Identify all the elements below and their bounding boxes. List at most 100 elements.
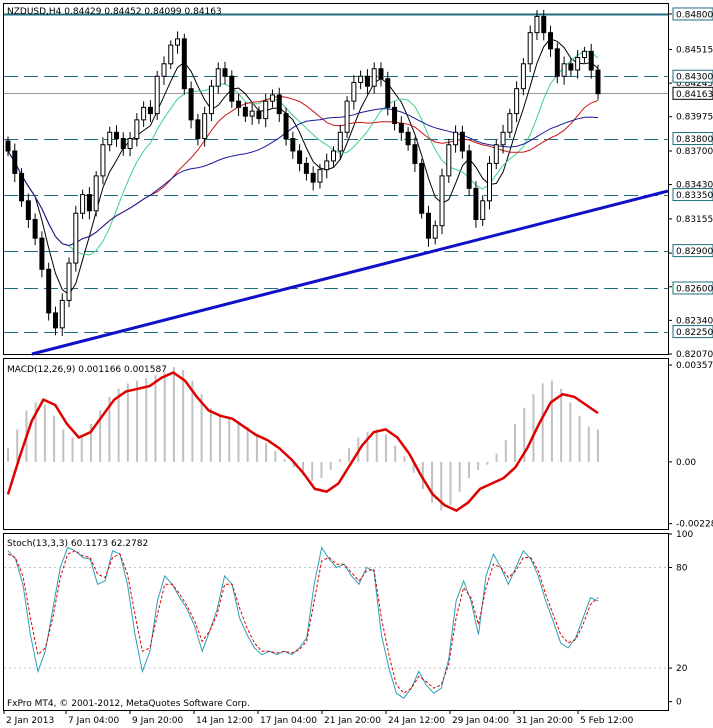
candle <box>256 106 262 125</box>
macd-signal-group <box>6 371 599 513</box>
price-tick-label: 0.84245 <box>676 79 713 89</box>
moving-average-line <box>7 108 599 247</box>
candle <box>453 125 459 153</box>
candle <box>595 64 601 100</box>
trend-line-group <box>31 189 669 356</box>
price-tick-label: 0.83975 <box>676 113 713 123</box>
candle <box>195 113 201 146</box>
stoch-tick-label: 0 <box>676 698 682 708</box>
candle <box>215 62 221 94</box>
candle <box>80 189 86 220</box>
candle <box>107 126 113 152</box>
stoch-main-line <box>7 546 599 699</box>
time-tick-label: 29 Jan 04:00 <box>452 716 509 726</box>
candle <box>344 96 350 139</box>
time-tick-label: 21 Jan 20:00 <box>324 716 381 726</box>
candle <box>154 70 160 120</box>
candle <box>514 81 520 123</box>
candle <box>114 125 120 147</box>
level-price-box: 0.84800 <box>672 7 713 21</box>
candle <box>290 131 296 159</box>
level-price-box: 0.83800 <box>672 132 713 146</box>
candle <box>147 100 153 123</box>
candle <box>425 205 431 247</box>
candle <box>351 75 357 110</box>
candle <box>208 79 214 122</box>
candle <box>127 131 133 157</box>
candle <box>100 137 106 185</box>
stoch-tick-label: 20 <box>676 664 688 674</box>
candle <box>297 144 303 172</box>
candle <box>385 71 391 116</box>
candle <box>141 101 147 127</box>
candle <box>486 156 492 210</box>
candle <box>310 166 316 191</box>
candle <box>249 103 255 125</box>
time-tick-label: 7 Jan 04:00 <box>68 716 120 726</box>
candle <box>120 132 126 156</box>
candle <box>541 9 547 41</box>
candle <box>568 58 574 77</box>
level-price-box: 0.82900 <box>672 244 713 258</box>
candle <box>66 257 72 308</box>
candle <box>561 56 567 85</box>
level-price-label: 0.83800 <box>676 135 713 145</box>
level-price-box: 0.82250 <box>672 325 713 339</box>
macd-signal-line <box>6 371 599 513</box>
candle <box>93 171 99 217</box>
current-price-box: 0.84163 <box>672 86 713 100</box>
candle <box>5 136 11 157</box>
candle <box>229 70 235 108</box>
candle <box>19 168 25 207</box>
price-axis: 0.84515 0.84245 0.83975 0.83700 0.83430 0.831… <box>668 7 713 360</box>
stoch-axis: 100 80 20 0 <box>668 530 693 708</box>
candle <box>32 213 38 246</box>
candle <box>202 106 208 147</box>
price-tick-label: 0.83155 <box>676 215 713 225</box>
candle <box>575 50 581 79</box>
candle <box>358 70 364 90</box>
level-price-box: 0.82600 <box>672 281 713 295</box>
macd-tick-label: 0.003577 <box>676 361 713 371</box>
candle <box>222 61 228 85</box>
macd-label: MACD(12,26,9) 0.001166 0.001587 <box>7 365 167 375</box>
price-panel-frame <box>3 3 669 355</box>
copyright-text: FxPro MT4, © 2001-2012, MetaQuotes Softw… <box>7 699 250 709</box>
candle <box>493 139 499 170</box>
price-tick-label: 0.83700 <box>676 147 713 157</box>
candle <box>520 58 526 96</box>
candle <box>52 306 58 336</box>
level-price-label: 0.83350 <box>676 191 713 201</box>
candle <box>439 168 445 235</box>
candle <box>317 164 323 189</box>
time-tick-label: 31 Jan 20:00 <box>516 716 573 726</box>
candle <box>263 93 269 128</box>
candle <box>364 69 370 95</box>
candle <box>269 89 275 108</box>
candle <box>12 143 18 183</box>
candle <box>73 205 79 272</box>
candle <box>432 220 438 245</box>
candle <box>371 62 377 94</box>
candle <box>161 56 167 85</box>
level-price-label: 0.84800 <box>676 10 713 20</box>
stoch-tick-label: 100 <box>676 530 693 540</box>
candle <box>405 127 411 151</box>
time-axis: 2 Jan 2013 7 Jan 04:00 9 Jan 20:00 14 Jan 1… <box>3 710 634 726</box>
candle <box>175 31 181 54</box>
candle <box>507 108 513 138</box>
price-tick-label: 0.82070 <box>676 350 713 360</box>
symbol-header: NZDUSD,H4 0.84429 0.84452 0.84099 0.8416… <box>7 7 222 17</box>
time-tick-label: 14 Jan 12:00 <box>196 716 253 726</box>
candle <box>303 157 309 181</box>
candle <box>527 25 533 73</box>
time-tick-label: 2 Jan 2013 <box>6 716 54 726</box>
candle <box>473 181 479 228</box>
candle <box>466 144 472 196</box>
candle <box>446 138 452 183</box>
price-candles <box>5 9 601 337</box>
stoch-label: Stoch(13,3,3) 60.1173 62.2782 <box>7 539 148 549</box>
macd-tick-label: 0.00 <box>676 458 696 468</box>
price-tick-label: 0.84515 <box>676 45 713 55</box>
